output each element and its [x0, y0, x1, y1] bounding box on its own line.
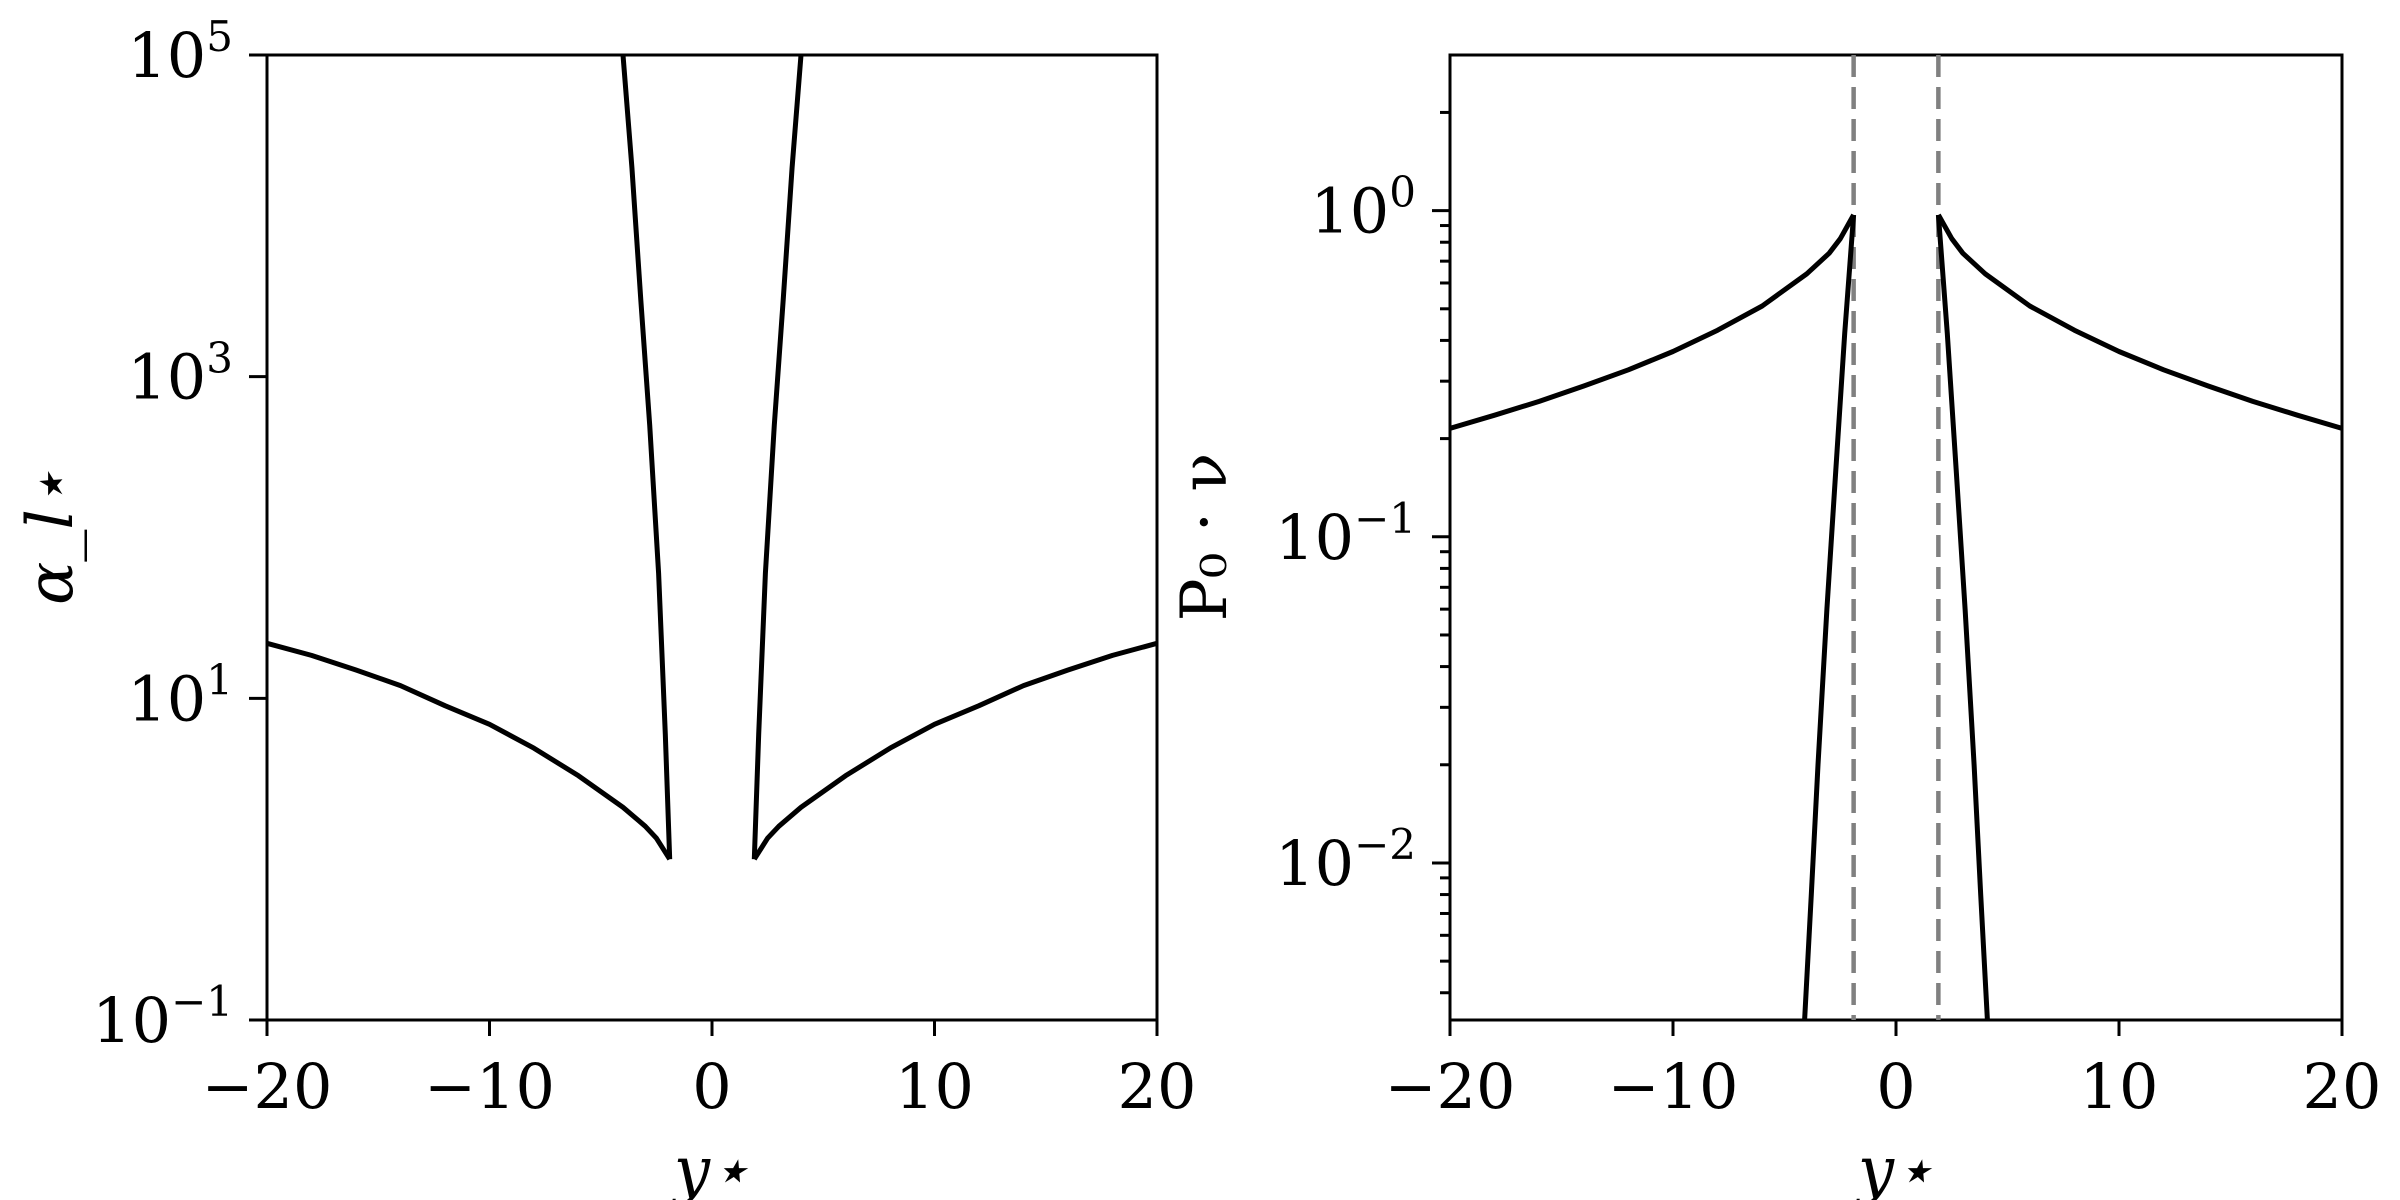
right-series-0 [1449, 213, 1856, 431]
right-series-3 [1935, 214, 1990, 1021]
right-y-tick-label: 10−2 [1275, 820, 1416, 900]
right-y-axis-label: P₀ · ν [1168, 453, 1242, 622]
right-x-tick-label: −20 [1385, 1050, 1516, 1123]
right-panel: −20 −10 0 10 20 10−2 10−1 100 y⋆ P₀ · ν [1168, 53, 2382, 1200]
right-x-ticks: −20 −10 0 10 20 [1385, 1020, 2382, 1123]
right-x-tick-label: 20 [2303, 1050, 2382, 1123]
right-y-tick-label: 100 [1310, 168, 1416, 248]
left-y-tick-label: 10−1 [92, 977, 233, 1057]
right-x-axis-label: y⋆ [1855, 1134, 1934, 1200]
right-curves [1449, 213, 2343, 1021]
left-x-tick-label: 20 [1118, 1050, 1197, 1123]
right-x-tick-label: −10 [1608, 1050, 1739, 1123]
left-y-tick-label: 103 [127, 334, 233, 414]
left-x-tick-label: 10 [895, 1050, 974, 1123]
left-y-tick-label: 105 [127, 12, 233, 92]
left-y-axis-label: α_l⋆ [14, 469, 88, 605]
left-curves [266, 54, 1158, 861]
right-y-tick-label: 10−1 [1275, 494, 1416, 574]
left-series-0 [266, 640, 672, 861]
left-series-3 [751, 54, 804, 860]
left-series-1 [752, 640, 1158, 861]
right-vertical-lines [1851, 55, 1941, 1020]
right-series-2 [1802, 214, 1857, 1021]
right-plot-frame [1448, 53, 2344, 1022]
right-x-tick-label: 10 [2080, 1050, 2159, 1123]
left-series-2 [620, 54, 673, 860]
left-x-tick-label: −10 [424, 1050, 555, 1123]
right-series-1 [1936, 213, 2343, 431]
left-y-tick-label: 101 [127, 655, 233, 735]
left-plot-frame [265, 53, 1159, 1022]
left-x-axis-label: y⋆ [671, 1134, 750, 1200]
left-panel: −20 −10 0 10 20 10−1 101 103 105 y⋆ α_l⋆ [14, 12, 1196, 1200]
right-x-tick-label: 0 [1876, 1050, 1915, 1123]
left-x-ticks: −20 −10 0 10 20 [202, 1020, 1197, 1123]
left-x-tick-label: 0 [692, 1050, 731, 1123]
right-y-ticks: 10−2 10−1 100 [1275, 110, 1450, 995]
left-y-ticks: 10−1 101 103 105 [92, 12, 267, 1057]
left-x-tick-label: −20 [202, 1050, 333, 1123]
